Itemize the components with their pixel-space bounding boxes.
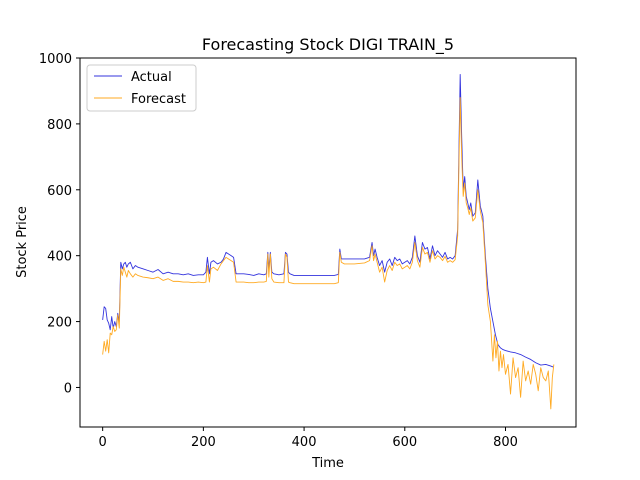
x-axis-label: Time: [311, 456, 344, 471]
y-tick-label: 0: [64, 381, 72, 396]
y-tick-label: 400: [47, 250, 72, 265]
legend: Actual Forecast: [86, 64, 197, 112]
y-tick-label: 1000: [39, 52, 72, 67]
y-axis: 0 200 400 600 800 1000: [39, 52, 80, 396]
plot-area: Forecasting Stock DIGI TRAIN_5 0 200 400 60…: [15, 35, 577, 471]
legend-label-forecast: Forecast: [131, 92, 186, 107]
x-tick-label: 800: [493, 435, 518, 450]
y-tick-label: 200: [47, 316, 72, 331]
axes-frame: [79, 57, 577, 428]
legend-label-actual: Actual: [131, 70, 172, 85]
x-tick-label: 200: [191, 435, 216, 450]
series-line-actual: [102, 74, 554, 368]
series-layer: [102, 74, 555, 410]
x-axis: 0 200 400 600 800: [99, 427, 518, 450]
y-axis-label: Stock Price: [15, 206, 30, 278]
y-tick-label: 800: [47, 118, 72, 133]
x-tick-label: 600: [392, 435, 417, 450]
y-tick-label: 600: [47, 184, 72, 199]
chart-title: Forecasting Stock DIGI TRAIN_5: [202, 35, 454, 55]
x-tick-label: 0: [99, 435, 107, 450]
series-line-forecast: [102, 97, 555, 410]
x-tick-label: 400: [292, 435, 317, 450]
